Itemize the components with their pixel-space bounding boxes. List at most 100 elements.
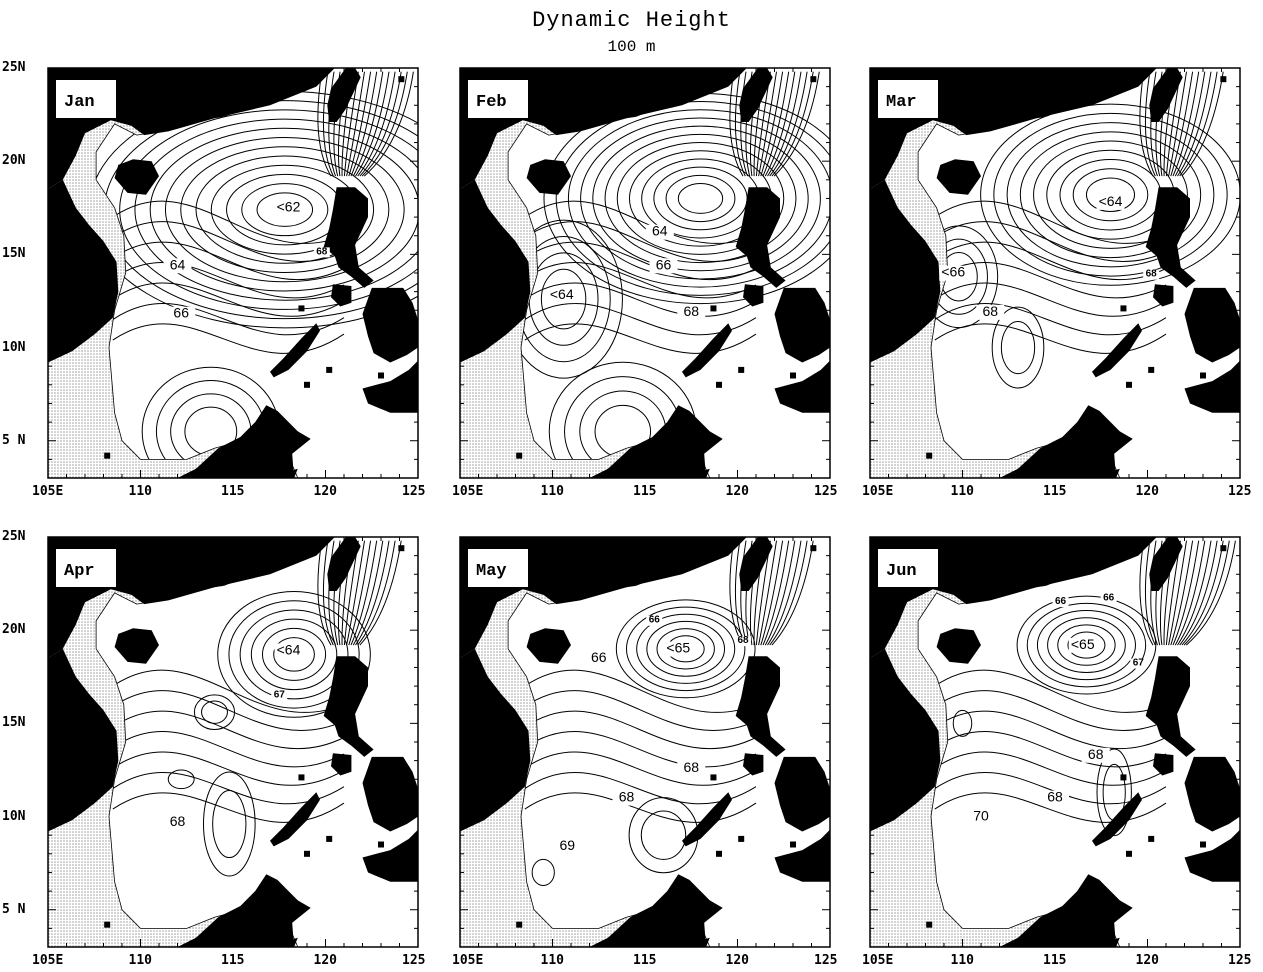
x-tick-label: 125 [814, 953, 838, 968]
contour-label-bg [1100, 593, 1117, 604]
x-tick-label: 120 [1135, 953, 1159, 968]
x-tick-label: 115 [221, 484, 245, 499]
contour-label: 64 [170, 256, 186, 272]
contour-label-bg [735, 636, 752, 647]
contour-label: 66 [591, 649, 607, 665]
axis-ticks [459, 536, 831, 948]
contour-lines [934, 540, 1236, 837]
month-label-box: Mar [878, 80, 938, 118]
map-plot-may: May <65 66 66 68 68 69 68 [459, 536, 831, 948]
map-panel-mar: Mar <64 <66 68 68 105E 110 115 120 125 [862, 67, 1251, 499]
x-tick-label: 105E [32, 953, 64, 968]
axis-ticks [459, 67, 831, 479]
x-tick-label: 120 [725, 953, 749, 968]
contour-label: 68 [1146, 269, 1158, 280]
contour-label: 69 [560, 837, 576, 853]
contour-label-bg [313, 247, 330, 258]
contour-label: 68 [982, 303, 998, 319]
contour-label-bg [167, 306, 196, 322]
land-masses [460, 68, 830, 478]
contour-label-bg [163, 258, 192, 274]
contour-label-bg [274, 200, 303, 216]
contour-label: 68 [737, 635, 749, 646]
map-plot-jun: Jun <65 66 66 67 68 68 70 [869, 536, 1241, 948]
x-tick-label: 105E [862, 484, 894, 499]
contour-label: <62 [277, 199, 301, 215]
map-panel-jan: Jan <62 64 66 68 105E 110 115 120 125 25N 20N 15N 10N… [2, 60, 425, 499]
x-tick-label: 125 [814, 484, 838, 499]
contour-label-bg [677, 760, 706, 776]
contour-label: 68 [170, 813, 186, 829]
x-tick-label: 115 [633, 953, 657, 968]
month-label-box: Feb [468, 80, 528, 118]
figure-subtitle: 100 m [607, 38, 656, 56]
contour-label-bg [547, 288, 576, 304]
x-tick-label: 120 [725, 484, 749, 499]
map-panel-jun: Jun <65 66 66 67 68 68 70 105E 110 115 120 125 [862, 536, 1251, 968]
x-tick-label: 115 [221, 953, 245, 968]
contour-label: <65 [1071, 636, 1095, 652]
figure-title: Dynamic Height [532, 8, 731, 33]
axis-ticks [47, 536, 419, 948]
map-plot-apr: Apr <64 67 68 [47, 536, 419, 948]
x-tick-label: 125 [402, 484, 426, 499]
month-label-box: Apr [56, 549, 116, 587]
contour-label-bg [976, 304, 1005, 320]
x-tick-label: 110 [950, 484, 974, 499]
contour-label-bg [646, 615, 663, 626]
land-masses [460, 537, 830, 947]
contour-label-bg [1081, 747, 1110, 763]
map-plot-feb: Feb 64 <64 66 68 [459, 67, 831, 479]
y-tick-label: 10N [2, 339, 26, 355]
contour-label: 68 [619, 789, 635, 805]
y-tick-label: 15N [2, 246, 26, 262]
y-tick-label: 20N [2, 622, 26, 638]
x-tick-label: 110 [540, 953, 564, 968]
contour-label-bg [939, 265, 968, 281]
map-panel-may: May <65 66 66 68 68 69 68 105E 110 115 120 125 [452, 536, 837, 968]
contour-label-bg [1143, 269, 1160, 280]
y-tick-label: 5 N [2, 901, 26, 917]
contour-label: <64 [550, 286, 574, 302]
month-label: Jan [64, 93, 95, 112]
contour-label-bg [553, 839, 582, 855]
land-masses [870, 68, 1240, 478]
x-tick-label: 120 [1135, 484, 1159, 499]
y-tick-label: 10N [2, 808, 26, 824]
y-tick-label: 25N [2, 529, 26, 544]
contour-label-bg [645, 224, 674, 240]
x-tick-label: 125 [1228, 953, 1252, 968]
month-label-box: Jun [878, 549, 938, 587]
x-tick-label: 120 [313, 484, 337, 499]
contour-label: 70 [973, 807, 989, 823]
month-label: Apr [64, 562, 95, 581]
contour-label: 64 [652, 223, 668, 239]
contour-label: 67 [1133, 658, 1145, 669]
land-masses [48, 537, 418, 947]
contour-label: 68 [1088, 746, 1104, 762]
month-label-box: Jan [56, 80, 116, 118]
x-tick-label: 110 [128, 953, 152, 968]
contour-label-bg [1041, 790, 1069, 806]
contour-label: 68 [683, 303, 699, 319]
map-panel-apr: Apr <64 67 68 105E 110 115 120 125 25N 20N 15N 10N 5 … [2, 529, 425, 968]
map-plot-mar: Mar <64 <66 68 68 [869, 67, 1241, 479]
y-tick-label: 20N [2, 153, 26, 169]
land-masses [48, 68, 418, 478]
x-tick-label: 105E [452, 484, 484, 499]
contour-label-bg [274, 643, 303, 659]
contour-label-bg [677, 304, 706, 320]
contour-label-bg [584, 650, 613, 666]
contour-label-bg [649, 258, 678, 274]
contour-label: 68 [1047, 789, 1063, 805]
contour-label: 66 [1103, 592, 1115, 603]
x-tick-label: 115 [633, 484, 657, 499]
contour-label-bg [163, 814, 192, 830]
contour-label: 66 [1055, 596, 1067, 607]
x-tick-label: 125 [402, 953, 426, 968]
land-masses [870, 537, 1240, 947]
contour-label-bg [1052, 597, 1069, 608]
contour-label: <64 [1099, 193, 1123, 209]
contour-label: 68 [683, 759, 699, 775]
month-label: Mar [886, 93, 917, 112]
